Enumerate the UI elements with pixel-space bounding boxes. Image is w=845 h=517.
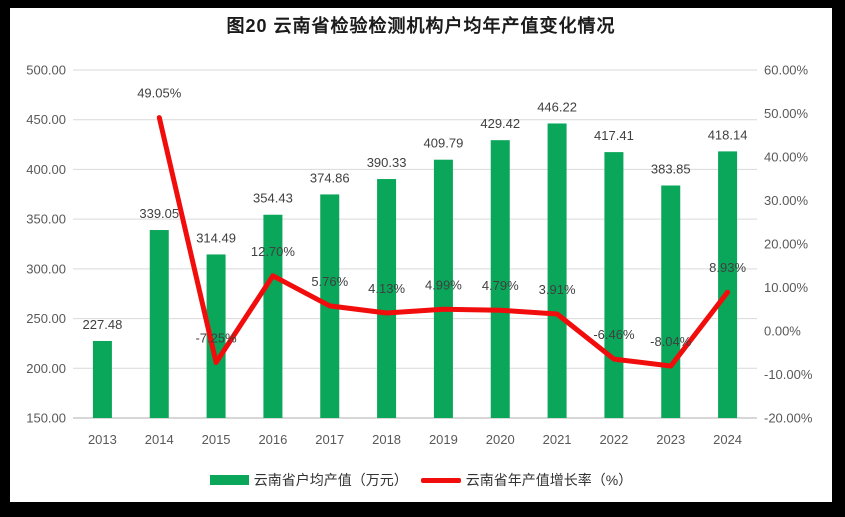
left-axis-tick-label: 350.00 (26, 212, 66, 227)
bar (490, 140, 510, 418)
chart-canvas: 图20 云南省检验检测机构户均年产值变化情况 500.00 450.00 400.0… (10, 8, 832, 502)
x-axis-label: 2014 (145, 432, 174, 447)
right-axis-tick-label: 0.00% (764, 324, 801, 339)
left-axis-tick-label: 200.00 (26, 361, 66, 376)
line-series-swatch (420, 477, 461, 483)
bar-data-label: 429.42 (480, 116, 520, 131)
bar-data-label: 374.86 (310, 170, 350, 185)
right-axis-tick-label: -10.00% (764, 367, 813, 382)
line-data-label: 49.05% (137, 86, 182, 101)
x-axis-label: 2013 (88, 432, 117, 447)
line-data-label: 4.99% (425, 277, 462, 292)
bar-series-swatch (209, 475, 249, 485)
bar-data-label: 227.48 (83, 317, 123, 332)
bar (661, 185, 681, 418)
bar-data-label: 390.33 (367, 155, 407, 170)
bar-data-label: 417.41 (594, 128, 634, 143)
legend: 云南省户均产值（万元） 云南省年产值增长率（%） (10, 469, 832, 491)
legend-item-line-series: 云南省年产值增长率（%） (420, 470, 633, 490)
line-data-label: 8.93% (709, 260, 746, 275)
legend-label-bar-series: 云南省户均产值（万元） (253, 472, 408, 488)
bar-data-label: 354.43 (253, 191, 293, 206)
bar-data-label: 314.49 (196, 230, 236, 245)
x-axis-label: 2022 (599, 432, 628, 447)
left-axis-tick-label: 300.00 (26, 261, 66, 276)
x-axis-label: 2019 (429, 432, 458, 447)
line-data-label: 3.91% (539, 282, 576, 297)
line-data-label: -7.25% (195, 331, 237, 346)
x-axis-label: 2016 (258, 432, 287, 447)
bar-data-label: 446.22 (537, 99, 577, 114)
x-axis-label: 2023 (656, 432, 685, 447)
left-axis-tick-label: 250.00 (26, 311, 66, 326)
bar (547, 123, 567, 418)
legend-item-bar-series: 云南省户均产值（万元） (209, 470, 408, 490)
right-axis-tick-label: 30.00% (764, 193, 809, 208)
bar (263, 214, 283, 418)
bar-data-label: 418.14 (708, 127, 748, 142)
left-axis-tick-label: 150.00 (26, 411, 66, 426)
bar (433, 159, 453, 418)
x-axis-label: 2017 (315, 432, 344, 447)
x-axis-label: 2024 (713, 432, 742, 447)
right-axis-tick-label: 10.00% (764, 280, 809, 295)
line-data-label: 5.76% (311, 274, 348, 289)
left-axis-tick-label: 450.00 (26, 112, 66, 127)
legend-label-line-series: 云南省年产值增长率（%） (465, 472, 633, 488)
bar-data-label: 409.79 (424, 136, 464, 151)
x-axis-label: 2018 (372, 432, 401, 447)
right-axis-tick-label: 60.00% (764, 63, 809, 78)
x-axis-label: 2020 (486, 432, 515, 447)
bar-data-label: 383.85 (651, 161, 691, 176)
left-axis-tick-label: 400.00 (26, 162, 66, 177)
right-axis-tick-label: -20.00% (764, 411, 813, 426)
chart-title: 图20 云南省检验检测机构户均年产值变化情况 (226, 16, 616, 36)
right-axis-tick-label: 20.00% (764, 237, 809, 252)
line-data-label: -6.46% (593, 327, 635, 342)
bar (92, 340, 112, 418)
bar (149, 230, 169, 418)
bar (377, 179, 397, 418)
bar (206, 254, 226, 418)
growth-rate-line (156, 115, 731, 369)
right-axis-tick-label: 50.00% (764, 106, 809, 121)
line-data-label: 4.13% (368, 281, 405, 296)
bar (604, 152, 624, 419)
line-data-label: -8.04% (650, 334, 692, 349)
x-axis-label: 2021 (543, 432, 572, 447)
bar (718, 151, 738, 419)
left-axis-tick-label: 500.00 (26, 63, 66, 78)
line-data-label: 4.79% (482, 278, 519, 293)
bar-data-label: 339.05 (139, 206, 179, 221)
x-axis-label: 2015 (202, 432, 231, 447)
plot-area: 500.00 450.00 400.00 350.00 300.00 250.00 200.… (26, 63, 813, 448)
line-data-label: 12.70% (251, 244, 296, 259)
right-axis-tick-label: 40.00% (764, 150, 809, 165)
